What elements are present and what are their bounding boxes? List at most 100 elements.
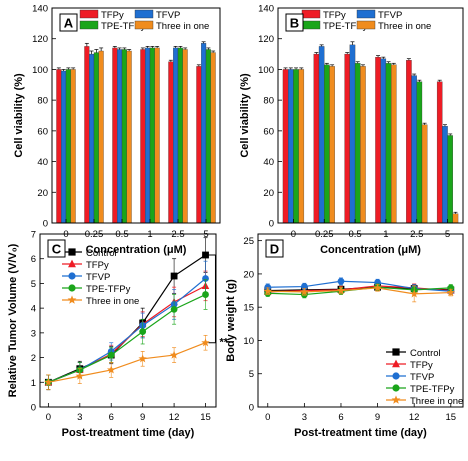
- bar-tfvp-1: [89, 53, 95, 224]
- panel-letter-box: [285, 13, 304, 32]
- legend-marker-tfvp: [68, 272, 76, 280]
- point-tpe-tfpy-3: [139, 328, 147, 336]
- legend-label-tpe-tfpy: TPE-TFPy: [86, 284, 131, 295]
- x-axis-label: Concentration (μM): [86, 244, 187, 256]
- bar-tfpy-4: [406, 60, 412, 224]
- bar-tfvp-0: [288, 69, 294, 224]
- y-tick-label: 60: [37, 126, 48, 137]
- panel-letter-box: [265, 239, 284, 258]
- bar-tfpy-3: [140, 49, 146, 224]
- x-tick-label: 9: [375, 412, 380, 423]
- y-tick-label: 1: [31, 378, 36, 389]
- point-three-in-one-4: [169, 350, 179, 359]
- plot-frame: [277, 7, 464, 224]
- legend-marker-control: [68, 248, 76, 256]
- y-tick-label: 5: [31, 279, 36, 290]
- point-three-in-one-2: [336, 286, 346, 295]
- bar-tfpy-3: [375, 56, 381, 224]
- legend-label-tpe-tfpy: TPE-TFPy: [410, 384, 455, 395]
- bar-tfvp-5: [442, 126, 448, 224]
- bar-three-in-one-5: [452, 213, 459, 224]
- legend-marker-three-in-one: [67, 295, 77, 304]
- bar-three-in-one-2: [360, 66, 366, 224]
- bar-tfpy-5: [196, 66, 202, 224]
- x-axis-label: Concentration (μM): [320, 244, 421, 256]
- point-tfvp-5: [202, 275, 209, 282]
- x-tick-label: 3: [77, 412, 82, 423]
- y-tick-label: 60: [263, 126, 274, 137]
- y-tick-label: 80: [263, 96, 274, 107]
- bar-tpe-tfpy-0: [65, 69, 71, 224]
- legend-label-tfpy: TFPy: [323, 10, 346, 21]
- legend-label-three-in-one: Three in one: [86, 296, 139, 307]
- bar-tpe-tfpy-2: [121, 49, 127, 224]
- y-tick-label: 20: [37, 188, 48, 199]
- point-three-in-one-5: [446, 288, 455, 297]
- legend-swatch-tfvp: [356, 9, 376, 19]
- legend-swatch-three-in-one: [356, 20, 376, 30]
- y-tick-label: 0: [249, 403, 254, 414]
- bar-three-in-one-4: [182, 49, 188, 224]
- y-axis-label: Cell viability (%): [239, 73, 251, 158]
- bar-three-in-one-0: [298, 69, 305, 224]
- panel-letter-box: [59, 13, 78, 32]
- y-tick-label: 20: [243, 269, 254, 280]
- legend-marker-tfpy: [68, 259, 76, 268]
- series-control: [44, 237, 209, 391]
- legend-label-tfvp: TFVP: [410, 372, 434, 383]
- point-three-in-one-1: [300, 287, 309, 296]
- y-tick-label: 100: [258, 65, 274, 76]
- panel-letter: B: [290, 16, 299, 31]
- bar-tfvp-2: [349, 44, 356, 224]
- panel-letter: A: [64, 16, 74, 31]
- bar-tpe-tfpy-3: [149, 47, 155, 224]
- y-tick-label: 80: [37, 96, 48, 107]
- line-tpe-tfpy: [48, 294, 206, 383]
- point-tpe-tfpy-5: [447, 284, 455, 292]
- bar-tfpy-0: [56, 69, 62, 224]
- point-tpe-tfpy-4: [170, 305, 178, 313]
- y-tick-label: 120: [258, 34, 274, 45]
- bar-tfvp-3: [145, 47, 151, 224]
- x-axis-label: Post-treatment time (day): [294, 427, 427, 439]
- legend-label-three-in-one: Three in one: [378, 21, 431, 32]
- y-tick-label: 7: [31, 230, 36, 241]
- panel-letter: D: [270, 242, 279, 257]
- bar-tfvp-4: [411, 75, 417, 224]
- bar-three-in-one-5: [210, 52, 216, 224]
- bars: [56, 41, 216, 224]
- y-tick-label: 6: [31, 254, 36, 265]
- x-tick-label: 3: [302, 412, 307, 423]
- point-three-in-one-0: [44, 377, 53, 386]
- legend-marker-control: [392, 348, 400, 356]
- x-tick-label: 6: [338, 412, 343, 423]
- legend-label-three-in-one: Three in one: [156, 21, 209, 32]
- point-three-in-one-0: [263, 286, 272, 295]
- bar-tfpy-4: [168, 61, 174, 224]
- legend-marker-tpe-tfpy: [392, 384, 400, 392]
- bar-three-in-one-1: [329, 66, 335, 224]
- x-tick-label: 15: [200, 412, 211, 423]
- plot-frame: [257, 233, 464, 408]
- y-axis-label: Body weight (g): [225, 279, 237, 362]
- y-tick-label: 0: [269, 219, 274, 230]
- y-tick-label: 120: [32, 34, 48, 45]
- x-tick-label: 15: [446, 412, 457, 423]
- significance-bracket: **: [208, 254, 229, 349]
- legend-label-tfpy: TFPy: [410, 360, 433, 371]
- line-tfpy: [267, 285, 451, 293]
- significance-label: **: [220, 337, 229, 349]
- legend-marker-tpe-tfpy: [68, 284, 76, 292]
- bar-tpe-tfpy-1: [93, 52, 99, 224]
- bracket-line: [208, 254, 217, 344]
- panel-d: 0 5 10 15 20 25 0 3 6 9 12 15 Post-treatment time (d…: [225, 233, 464, 439]
- bars: [282, 41, 459, 224]
- bar-tfvp-4: [173, 47, 179, 224]
- bar-tfvp-1: [318, 46, 325, 224]
- legend-label-tpe-tfpy: TPE-TFPy: [101, 21, 146, 32]
- y-tick-label: 40: [37, 157, 48, 168]
- x-tick-label: 6: [109, 412, 114, 423]
